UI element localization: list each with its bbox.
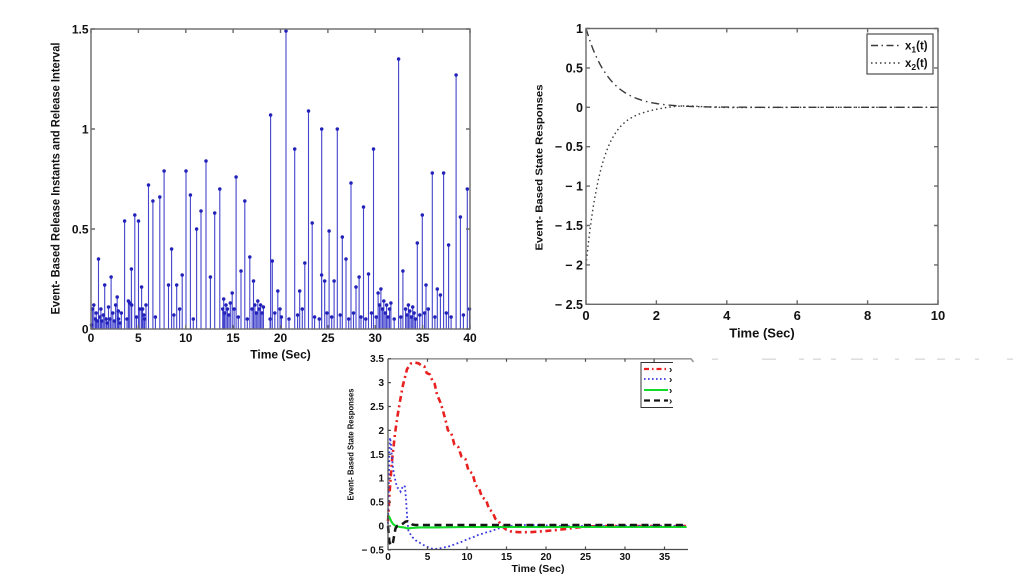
svg-text:0: 0 [385, 552, 391, 563]
svg-text:− 2: − 2 [565, 258, 583, 272]
svg-text:Event- Based State Responses: Event- Based State Responses [534, 84, 546, 250]
svg-text:1: 1 [576, 22, 583, 36]
svg-text:− 1.5: − 1.5 [555, 219, 583, 233]
svg-text:25: 25 [580, 552, 592, 563]
svg-text:0.5: 0.5 [566, 61, 583, 75]
svg-text:− 0.5: − 0.5 [555, 140, 583, 154]
svg-text:10: 10 [461, 552, 473, 563]
svg-text:10: 10 [179, 331, 193, 345]
svg-text:0: 0 [582, 308, 589, 323]
svg-text:3.5: 3.5 [370, 354, 384, 365]
svg-text:3: 3 [378, 378, 384, 389]
svg-text:15: 15 [226, 331, 240, 345]
svg-text:10: 10 [931, 308, 945, 323]
svg-text:›: › [669, 375, 672, 386]
svg-text:Event- Based Release Instants: Event- Based Release Instants and Releas… [51, 43, 63, 315]
svg-text:2: 2 [653, 308, 660, 323]
svg-text:2.5: 2.5 [370, 402, 384, 413]
svg-text:0: 0 [82, 322, 89, 336]
svg-text:›: › [669, 396, 672, 407]
svg-text:15: 15 [501, 552, 513, 563]
svg-text:x1(t): x1(t) [905, 41, 928, 55]
svg-text:Time (Sec): Time (Sec) [512, 563, 565, 575]
svg-text:30: 30 [619, 552, 631, 563]
svg-text:x2(t): x2(t) [905, 58, 928, 72]
svg-text:5: 5 [425, 552, 431, 563]
svg-text:1.5: 1.5 [72, 22, 89, 36]
svg-text:Time (Sec): Time (Sec) [729, 326, 795, 341]
svg-text:− 1: − 1 [565, 180, 583, 194]
svg-text:20: 20 [274, 331, 288, 345]
svg-text:1.5: 1.5 [370, 450, 384, 461]
svg-text:6: 6 [794, 308, 801, 323]
svg-text:8: 8 [864, 308, 871, 323]
svg-text:2: 2 [378, 426, 384, 437]
svg-text:›: › [669, 365, 672, 376]
svg-text:35: 35 [416, 331, 430, 345]
svg-text:›: › [669, 386, 672, 397]
svg-text:1: 1 [82, 122, 89, 136]
svg-text:1: 1 [378, 474, 384, 485]
svg-text:0.5: 0.5 [72, 222, 89, 236]
svg-text:Event- Based State Responses: Event- Based State Responses [347, 388, 356, 501]
svg-text:30: 30 [369, 331, 383, 345]
svg-text:5: 5 [135, 331, 142, 345]
svg-text:− 0.5: − 0.5 [361, 545, 384, 556]
svg-text:25: 25 [321, 331, 335, 345]
svg-text:Time (Sec): Time (Sec) [250, 348, 310, 362]
svg-text:− 2.5: − 2.5 [555, 298, 583, 312]
svg-text:0: 0 [576, 101, 583, 115]
svg-text:20: 20 [540, 552, 552, 563]
svg-text:0: 0 [378, 522, 384, 533]
svg-text:4: 4 [723, 308, 731, 323]
svg-text:40: 40 [463, 331, 477, 345]
svg-text:0: 0 [88, 331, 95, 345]
svg-text:0.5: 0.5 [370, 498, 384, 509]
svg-text:35: 35 [659, 552, 671, 563]
